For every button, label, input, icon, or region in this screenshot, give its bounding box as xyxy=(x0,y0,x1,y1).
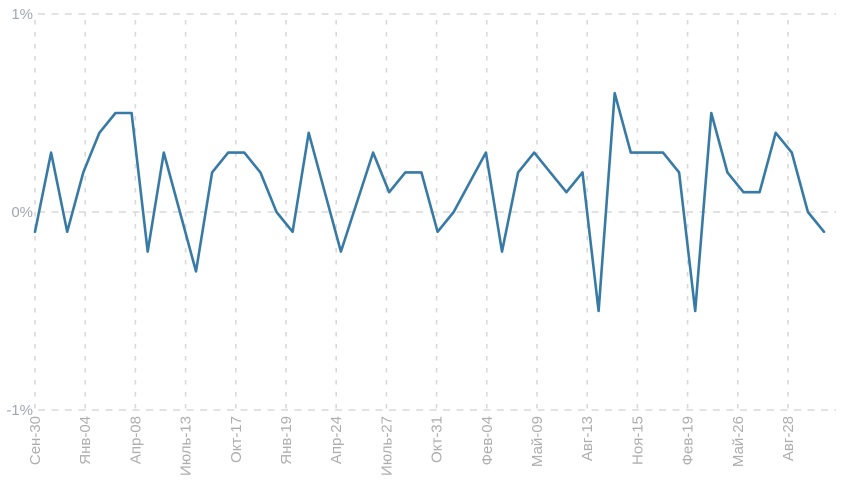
x-tick-label: Июль-27 xyxy=(378,416,395,476)
x-tick-label: Янв-04 xyxy=(77,416,94,465)
x-tick-label: Апр-24 xyxy=(328,416,345,464)
x-tick-label: Апр-08 xyxy=(127,416,144,464)
x-tick-label: Окт-17 xyxy=(228,416,245,463)
x-tick-label: Июль-13 xyxy=(178,416,195,476)
x-tick-label: Окт-31 xyxy=(429,416,446,463)
y-tick-label: 1% xyxy=(11,6,33,23)
x-tick-label: Фев-19 xyxy=(680,416,697,465)
x-tick-label: Сен-30 xyxy=(27,416,44,465)
x-tick-label: Фев-04 xyxy=(479,416,496,465)
y-tick-label: -1% xyxy=(6,402,33,419)
x-tick-label: Авг-28 xyxy=(780,416,797,461)
data-line-series xyxy=(33,91,826,313)
x-tick-label: Янв-19 xyxy=(278,416,295,465)
x-tick-label: Ноя-15 xyxy=(629,416,646,465)
x-tick-label: Май-09 xyxy=(529,416,546,467)
x-tick-label: Авг-13 xyxy=(579,416,596,461)
x-tick-label: Май-26 xyxy=(730,416,747,467)
y-tick-label: 0% xyxy=(11,204,33,221)
